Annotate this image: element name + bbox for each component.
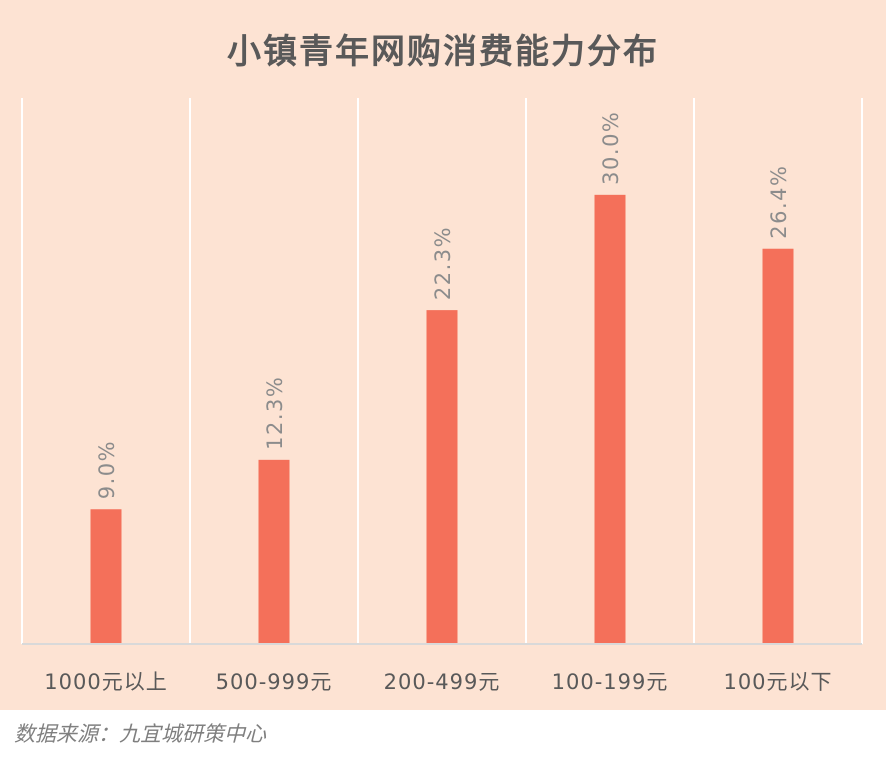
data-label-5: 26.4% (767, 165, 791, 239)
bar-5 (762, 248, 794, 644)
category-label-2: 500-999元 (216, 670, 333, 694)
data-label-1: 9.0% (95, 440, 119, 499)
bar-chart: 9.0% 1000元以上 12.3% 500-999元 22.3% 200-499元 30.… (21, 98, 863, 694)
category-label-5: 100元以下 (723, 670, 832, 694)
data-label-4: 30.0% (599, 111, 623, 185)
chart-panel: 小镇青年网购消费能力分布 9.0% 1000元以上 12.3% 500-999元 22.… (0, 0, 886, 710)
bar-4 (594, 194, 626, 645)
data-label-2: 12.3% (263, 376, 287, 450)
category-label-4: 100-199元 (552, 670, 669, 694)
category-label-3: 200-499元 (384, 670, 501, 694)
bar-3 (426, 310, 458, 644)
chart-title: 小镇青年网购消费能力分布 (227, 32, 659, 72)
bar-1 (90, 509, 122, 644)
category-label-1: 1000元以上 (44, 670, 167, 694)
data-source-note: 数据来源：九宜城研策中心 (14, 722, 266, 746)
bar-2 (258, 459, 290, 644)
data-label-3: 22.3% (431, 226, 455, 300)
